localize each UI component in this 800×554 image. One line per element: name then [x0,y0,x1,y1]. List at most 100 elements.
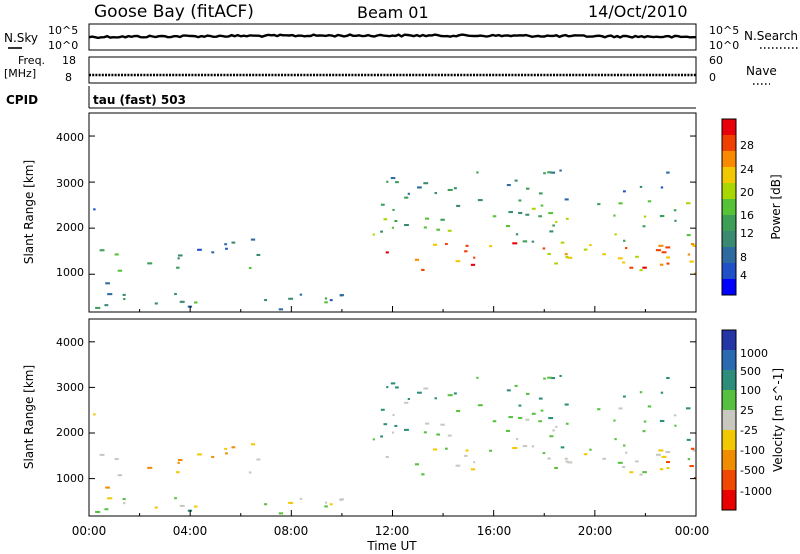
power-cell [538,192,543,195]
power-cell [250,238,256,241]
velocity-cell [176,471,180,474]
power-cell [231,241,236,244]
velocity-cell [455,464,461,467]
velocity-cell [549,435,554,438]
power-cbar-4: 4 [740,269,747,282]
velocity-cell [659,468,664,471]
velocity-colorbar-swatch [722,350,736,371]
velocity-cell [324,501,328,504]
power-cell [625,247,628,250]
velocity-cell [666,376,670,380]
vel-ytick-4000: 4000 [56,336,84,349]
xtick-0800: 08:00 [274,524,309,538]
power-cell [659,215,665,218]
velocity-cell [264,503,268,506]
velocity-cell [589,448,592,451]
velocity-cell [690,447,695,450]
velocity-cell [687,458,691,461]
power-cell [623,239,626,242]
power-cell [565,217,569,220]
nave-tick-bottom: 0 [709,71,716,84]
power-cell [643,215,647,218]
velocity-cell [505,429,511,432]
vel-cbar-1000: 1000 [740,347,768,360]
power-cell [174,292,177,296]
velocity-cell [404,428,409,431]
velocity-cell [583,453,588,456]
vel-cbar-m500: -500 [740,464,765,477]
xtick-2000: 20:00 [578,524,613,538]
velocity-cell [661,455,667,458]
power-cell [477,199,483,202]
velocity-cell [231,446,236,449]
velocity-cell [177,461,180,464]
power-cell [687,253,691,256]
velocity-cell [674,424,677,427]
velocity-cell [665,451,671,454]
velocity-cell [105,486,110,489]
velocity-cell [99,453,105,456]
velocity-cell [423,387,429,390]
velocity-cell [552,429,555,432]
power-cell [434,192,437,195]
power-cell [177,257,180,260]
power-cell [256,253,261,256]
velocity-cell [666,467,670,470]
power-cell [531,240,535,243]
power-cell [565,255,569,259]
velocity-panel: 4000 3000 2000 1000 Slant Range [km] [22,318,697,517]
power-cell [489,245,493,248]
velocity-cell [383,423,388,426]
xtick-0400: 04:00 [173,524,208,538]
power-cell [197,248,202,251]
velocity-cell [622,465,626,469]
velocity-cell [518,404,522,407]
velocity-cell [404,401,409,404]
velocity-cell [489,449,493,452]
power-cell [177,254,183,257]
power-cell [647,200,652,203]
velocity-cell [531,445,535,448]
power-cell [559,169,562,172]
velocity-cell [514,384,518,387]
date-title: 14/Oct/2010 [588,2,688,21]
velocity-cell [104,508,109,511]
power-cell [386,180,389,183]
power-colorbar-swatch [722,183,736,200]
velocity-colorbar: 1000 500 100 25 -25 -100 -500 -1000 Velo… [721,329,785,511]
velocity-cell [622,395,626,398]
power-cell [518,211,523,215]
xtick-2400: 00:00 [675,524,710,538]
power-cell [404,196,409,199]
velocity-cell [224,447,228,450]
velocity-cell [380,435,383,438]
velocity-cell [423,431,427,434]
power-cell [105,282,110,285]
power-cell [555,220,558,223]
velocity-cell [324,505,328,508]
velocity-ylabel: Slant Range [km] [22,365,36,469]
velocity-cell [565,460,569,463]
velocity-cell [512,446,518,450]
power-cell [93,208,96,211]
noise-sky-line [88,33,696,40]
power-cbar-16: 16 [740,209,754,222]
power-cell [176,266,180,269]
vel-cbar-100: 100 [740,384,761,397]
power-cell [470,263,476,266]
velocity-cell [525,418,530,421]
velocity-cell [395,386,399,389]
velocity-cell [643,420,647,423]
vel-ytick-3000: 3000 [56,381,84,394]
power-cell [117,269,123,272]
power-cell [417,186,422,189]
power-cell [660,186,664,189]
power-cell [107,293,113,296]
velocity-cell [547,376,552,379]
velocity-cell [506,389,511,392]
power-cell [122,293,126,296]
velocity-cell [432,448,438,451]
power-cell [658,244,664,247]
power-cell [404,223,409,227]
power-cell [104,304,109,307]
